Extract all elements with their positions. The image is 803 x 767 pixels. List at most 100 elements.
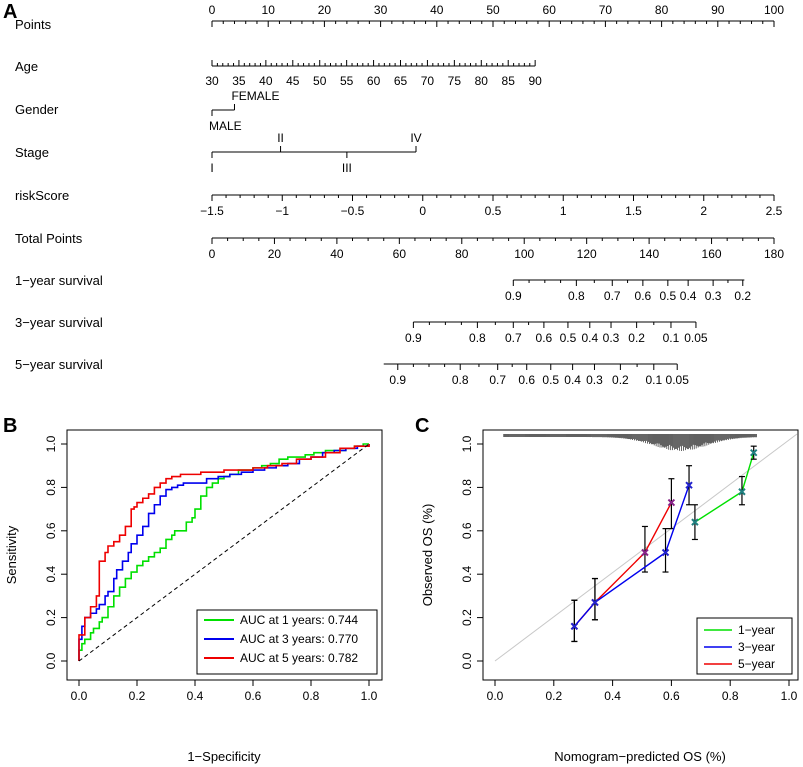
one-year-survival-tick-label: 0.8 xyxy=(568,289,585,303)
age-tick-label: 55 xyxy=(340,74,354,88)
calibration-line-3−year xyxy=(573,484,690,627)
roc-legend-label: AUC at 1 years: 0.744 xyxy=(240,613,358,627)
calibration-point xyxy=(750,448,758,457)
points-tick-label: 100 xyxy=(764,3,784,17)
calibration-x-tick-label: 0.0 xyxy=(487,689,504,703)
age-tick-label: 30 xyxy=(205,74,219,88)
calibration-plot-frame xyxy=(482,429,799,681)
roc-curve-2 xyxy=(78,444,370,661)
three-year-survival-tick-label: 0.05 xyxy=(684,331,708,345)
one-year-survival-tick-label: 0.2 xyxy=(734,289,751,303)
calibration-line-1−year xyxy=(694,452,755,523)
calibration-y-tick-label: 0.2 xyxy=(460,609,474,626)
roc-reference-line xyxy=(78,443,370,662)
points-tick-label: 50 xyxy=(486,3,500,17)
five-year-survival-tick-label: 0.7 xyxy=(489,373,506,387)
calibration-legend-label: 1−year xyxy=(738,623,775,637)
panel-label-b: B xyxy=(3,415,17,437)
three-year-survival-tick-label: 0.4 xyxy=(581,331,598,345)
three-year-survival-tick-label: 0.7 xyxy=(505,331,522,345)
five-year-survival-tick-label: 0.4 xyxy=(564,373,581,387)
five-year-survival-tick-label: 0.8 xyxy=(452,373,469,387)
one-year-survival-tick-label: 0.4 xyxy=(680,289,697,303)
roc-panel: 1−Specificity Sensitivity AUC at 1 years… xyxy=(4,429,383,764)
five-year-survival-tick-label: 0.9 xyxy=(389,373,406,387)
roc-y-tick-label: 0.0 xyxy=(44,652,58,669)
riskscore-tick-label: −1.5 xyxy=(200,204,224,218)
roc-y-tick-label: 0.2 xyxy=(44,609,58,626)
riskscore-tick-label: 1.5 xyxy=(625,204,642,218)
five-year-survival-tick-label: 0.05 xyxy=(666,373,690,387)
stage-category-label: I xyxy=(210,161,213,175)
five-year-survival-tick-label: 0.6 xyxy=(518,373,535,387)
total-points-tick-label: 100 xyxy=(514,247,534,261)
one-year-survival-tick-label: 0.3 xyxy=(705,289,722,303)
five-year-survival-tick-label: 0.5 xyxy=(542,373,559,387)
riskscore-tick-label: −0.5 xyxy=(341,204,365,218)
three-year-survival-tick-label: 0.2 xyxy=(628,331,645,345)
one-year-survival-tick-label: 0.7 xyxy=(604,289,621,303)
points-tick-label: 90 xyxy=(711,3,725,17)
roc-y-axis-label: Sensitivity xyxy=(4,525,19,584)
age-tick-label: 80 xyxy=(475,74,489,88)
roc-curve-1 xyxy=(78,443,369,661)
points-tick-label: 20 xyxy=(318,3,332,17)
nomogram-panel: Points Age Gender Stage riskScore Total Point… xyxy=(15,3,784,387)
calibration-ideal-line xyxy=(494,433,798,662)
calibration-point xyxy=(661,548,670,557)
riskscore-tick-label: 0.5 xyxy=(485,204,502,218)
total-points-tick-label: 0 xyxy=(209,247,216,261)
points-tick-label: 80 xyxy=(655,3,669,17)
total-points-tick-label: 20 xyxy=(268,247,282,261)
calibration-x-tick-label: 0.6 xyxy=(663,689,680,703)
age-tick-label: 45 xyxy=(286,74,300,88)
calibration-point xyxy=(667,498,676,507)
roc-x-tick-label: 0.0 xyxy=(71,689,88,703)
calibration-point xyxy=(691,518,699,526)
points-tick-label: 70 xyxy=(599,3,613,17)
roc-y-tick-label: 0.8 xyxy=(44,479,58,496)
gender-category-label: FEMALE xyxy=(231,89,279,103)
age-tick-label: 65 xyxy=(394,74,408,88)
total-points-tick-label: 60 xyxy=(393,247,407,261)
age-tick-label: 85 xyxy=(502,74,516,88)
panel-label-a: A xyxy=(3,1,17,23)
total-points-tick-label: 160 xyxy=(702,247,722,261)
riskscore-tick-label: −1 xyxy=(275,204,289,218)
calibration-legend-label: 3−year xyxy=(738,640,775,654)
three-year-survival-tick-label: 0.1 xyxy=(663,331,680,345)
five-year-survival-tick-label: 0.3 xyxy=(586,373,603,387)
calibration-x-tick-label: 0.8 xyxy=(722,689,739,703)
three-year-survival-tick-label: 0.8 xyxy=(469,331,486,345)
roc-y-tick-label: 0.6 xyxy=(44,522,58,539)
points-tick-label: 0 xyxy=(209,3,216,17)
age-tick-label: 75 xyxy=(448,74,462,88)
calibration-point xyxy=(591,598,599,607)
nomogram-row-label: Total Points xyxy=(15,231,83,246)
age-tick-label: 50 xyxy=(313,74,327,88)
one-year-survival-tick-label: 0.6 xyxy=(635,289,652,303)
nomogram-row-label: Gender xyxy=(15,102,59,117)
nomogram-row-label: Stage xyxy=(15,145,49,160)
three-year-survival-tick-label: 0.5 xyxy=(560,331,577,345)
stage-category-label: IV xyxy=(410,131,421,145)
roc-curve-3 xyxy=(78,444,370,661)
calibration-x-tick-label: 1.0 xyxy=(781,689,798,703)
calibration-x-tick-label: 0.4 xyxy=(604,689,621,703)
calibration-x-tick-label: 0.2 xyxy=(545,689,562,703)
age-tick-label: 60 xyxy=(367,74,381,88)
nomogram-row-label: riskScore xyxy=(15,188,69,203)
one-year-survival-tick-label: 0.5 xyxy=(660,289,677,303)
riskscore-tick-label: 2 xyxy=(700,204,707,218)
roc-x-tick-label: 1.0 xyxy=(361,689,378,703)
riskscore-tick-label: 2.5 xyxy=(766,204,783,218)
roc-legend: AUC at 1 years: 0.744 AUC at 3 years: 0.7… xyxy=(196,609,378,675)
points-tick-label: 40 xyxy=(430,3,444,17)
age-tick-label: 90 xyxy=(528,74,542,88)
calibration-point xyxy=(641,548,649,557)
total-points-tick-label: 120 xyxy=(577,247,597,261)
gender-category-label: MALE xyxy=(209,119,242,133)
panel-label-c: C xyxy=(415,415,429,437)
calibration-y-tick-label: 0.4 xyxy=(460,566,474,583)
